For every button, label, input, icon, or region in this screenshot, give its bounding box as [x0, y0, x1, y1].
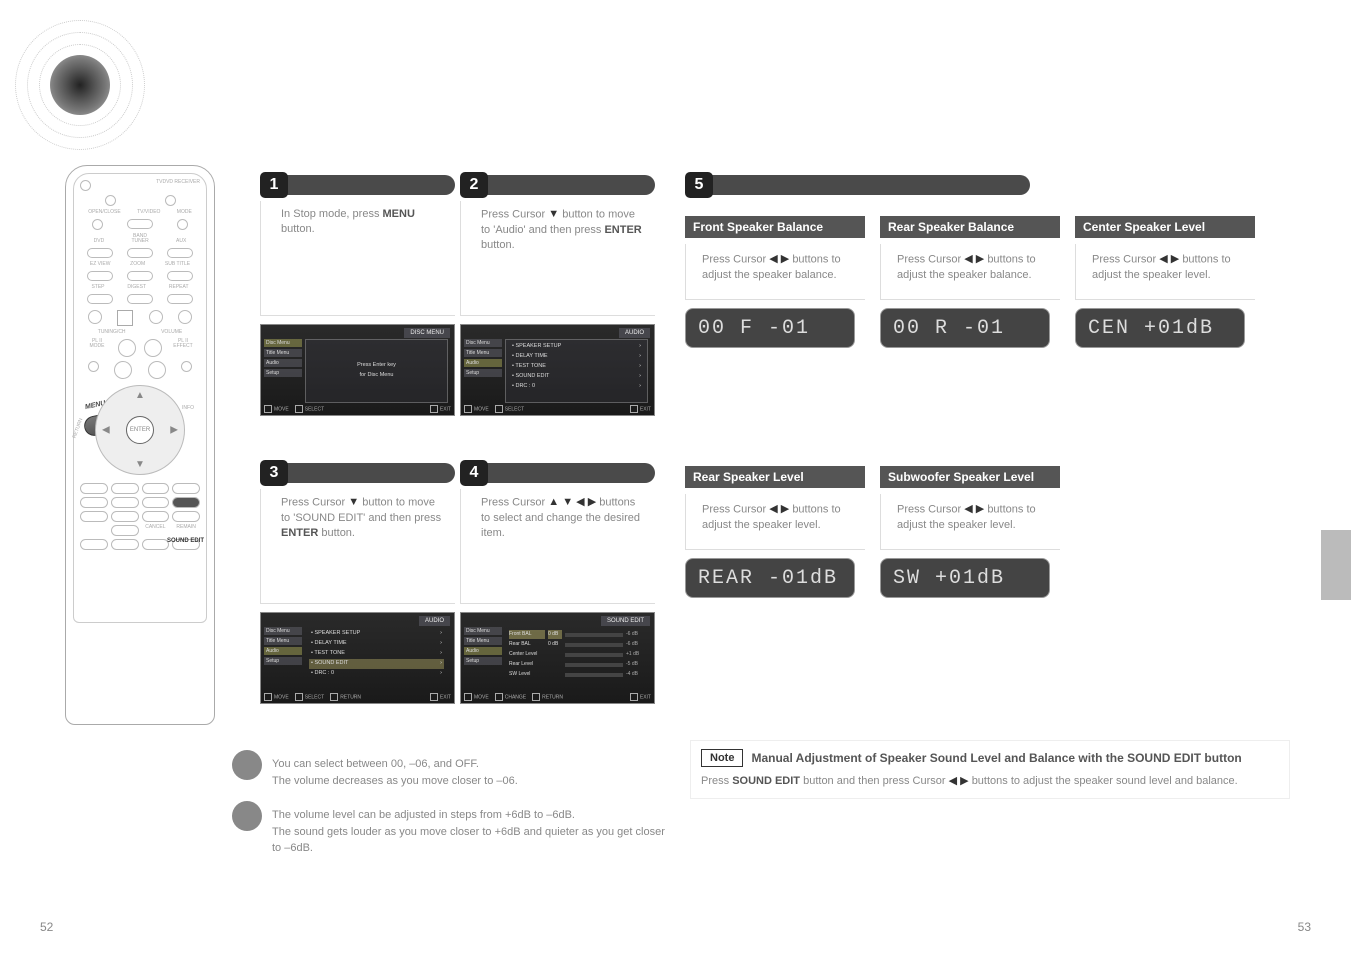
step-5-number: 5: [685, 172, 713, 198]
lcd-center-level: CEN +01dB: [1075, 308, 1245, 348]
right-arrow-icon: ▶: [976, 502, 984, 517]
param-center-level: Center Speaker Level Press Cursor ◀ ▶ bu…: [1075, 216, 1255, 348]
osd-disc-menu: DISC MENU Disc Menu Title Menu Audio Set…: [260, 324, 455, 416]
up-arrow-icon: ▲: [548, 495, 559, 510]
left-arrow-icon: ◀: [769, 502, 777, 517]
step-2: 2 Press Cursor ▼ button to move to 'Audi…: [460, 175, 655, 416]
enter-button: ENTER: [126, 416, 154, 444]
param-front-balance: Front Speaker Balance Press Cursor ◀ ▶ b…: [685, 216, 865, 348]
remote-illustration: TV DVD RECEIVER OPEN/CLOSE TV/VIDEO MODE…: [65, 165, 215, 725]
notes-section: You can select between 00, –06, and OFF.…: [232, 750, 672, 869]
down-arrow-icon: ▼: [548, 207, 559, 222]
note-bullet-icon: [232, 750, 262, 780]
step-2-number: 2: [460, 172, 488, 198]
down-arrow-icon: ▼: [348, 495, 359, 510]
osd-soundedit-sliders: SOUND EDIT Disc Menu Title Menu Audio Se…: [460, 612, 655, 704]
note-bullet-icon: [232, 801, 262, 831]
right-arrow-icon: ▶: [781, 252, 789, 267]
sound-edit-label: SOUND EDIT: [167, 538, 204, 544]
page-number-right: 53: [1298, 920, 1311, 934]
step-3-number: 3: [260, 460, 288, 486]
step-4: 4 Press Cursor ▲ ▼ ◀ ▶ buttons to select…: [460, 463, 655, 704]
right-arrow-icon: ▶: [976, 252, 984, 267]
left-arrow-icon: ◀: [1159, 252, 1167, 267]
step-1-number: 1: [260, 172, 288, 198]
osd-audio-menu: AUDIO Disc Menu Title Menu Audio Setup •…: [460, 324, 655, 416]
right-arrow-icon: ▶: [588, 495, 596, 510]
speaker-icon: [15, 20, 145, 150]
right-arrow-icon: ▶: [781, 502, 789, 517]
lcd-rear-balance: 00 R -01: [880, 308, 1050, 348]
lcd-front-balance: 00 F -01: [685, 308, 855, 348]
left-arrow-icon: ◀: [964, 502, 972, 517]
param-subwoofer-level: Subwoofer Speaker Level Press Cursor ◀ ▶…: [880, 466, 1060, 598]
left-arrow-icon: ◀: [576, 495, 584, 510]
page-number-left: 52: [40, 920, 53, 934]
right-arrow-icon: ▶: [960, 773, 968, 790]
down-arrow-icon: ▼: [562, 495, 573, 510]
manual-adjust-note: Note Manual Adjustment of Speaker Sound …: [690, 740, 1290, 799]
step-4-number: 4: [460, 460, 488, 486]
left-arrow-icon: ◀: [964, 252, 972, 267]
step-1: 1 In Stop mode, press MENU button. DISC …: [260, 175, 455, 416]
param-rear-balance: Rear Speaker Balance Press Cursor ◀ ▶ bu…: [880, 216, 1060, 348]
note-badge: Note: [701, 749, 743, 767]
remote-dvd-label: DVD RECEIVER: [162, 180, 200, 191]
left-arrow-icon: ◀: [949, 773, 957, 790]
param-rear-level: Rear Speaker Level Press Cursor ◀ ▶ butt…: [685, 466, 865, 598]
dpad: ▲ ▼ ◀ ▶ ENTER: [95, 385, 185, 475]
left-arrow-icon: ◀: [769, 252, 777, 267]
step-5: 5: [685, 175, 1030, 201]
page-side-tab: [1321, 530, 1351, 600]
lcd-rear-level: REAR -01dB: [685, 558, 855, 598]
right-arrow-icon: ▶: [1171, 252, 1179, 267]
osd-audio-soundedit-sel: AUDIO Disc Menu Title Menu Audio Setup •…: [260, 612, 455, 704]
step-3: 3 Press Cursor ▼ button to move to 'SOUN…: [260, 463, 455, 704]
lcd-sw-level: SW +01dB: [880, 558, 1050, 598]
